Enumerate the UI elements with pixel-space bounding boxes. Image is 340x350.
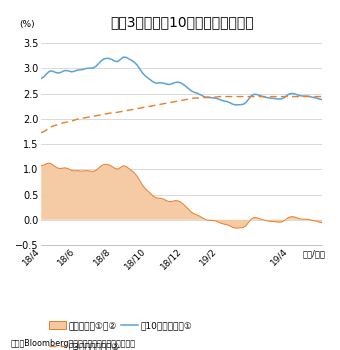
Text: 出所：Bloombergのデータをもとに東洋証券作成: 出所：Bloombergのデータをもとに東洋証券作成 xyxy=(10,339,135,348)
Title: 米国3カ月債と10年債の利回り推移: 米国3カ月債と10年債の利回り推移 xyxy=(110,15,254,29)
Text: （年/月）: （年/月） xyxy=(302,249,325,258)
Text: (%): (%) xyxy=(19,20,34,29)
Legend: 米3カ月債利回り②: 米3カ月債利回り② xyxy=(46,339,123,350)
